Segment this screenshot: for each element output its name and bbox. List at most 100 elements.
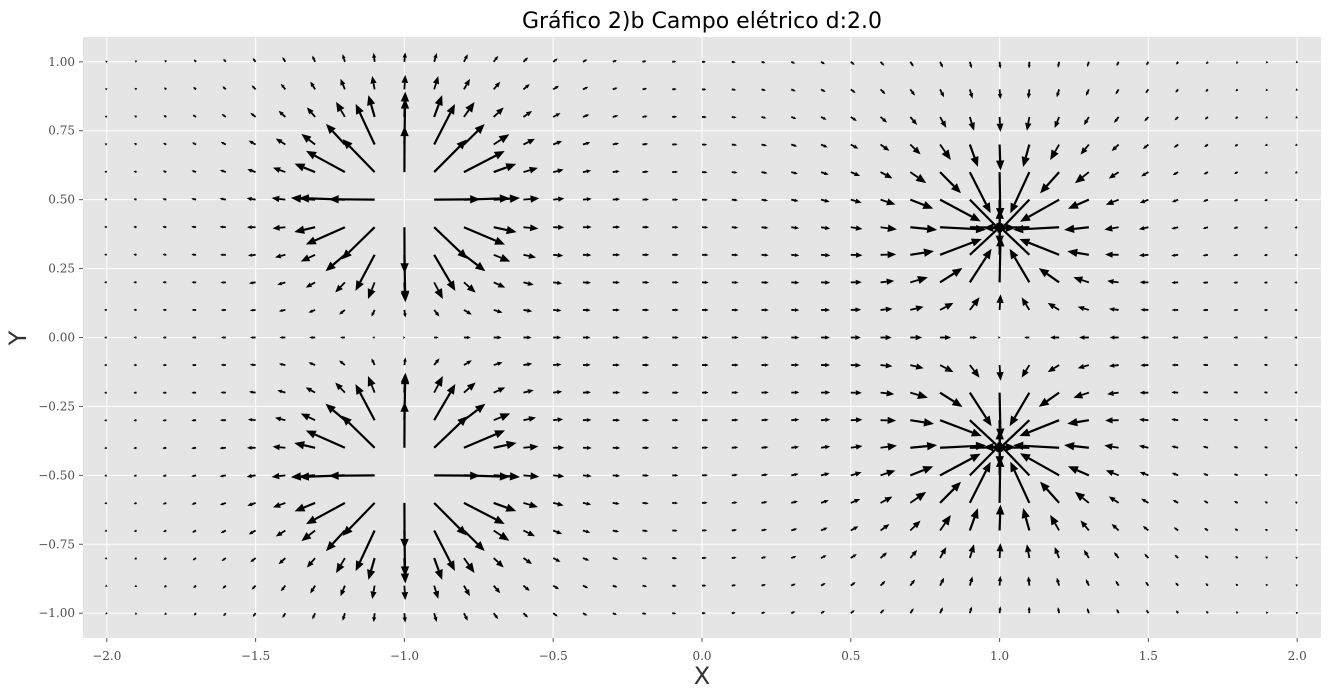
field-arrow (1067, 466, 1090, 477)
field-arrow (552, 140, 563, 146)
field-arrow (968, 461, 991, 504)
field-arrow (163, 557, 167, 560)
field-arrow (672, 308, 679, 312)
field-arrow (879, 116, 888, 123)
field-arrow (523, 253, 537, 259)
field-arrow (1263, 391, 1268, 394)
field-arrow (1009, 248, 1031, 283)
field-arrow (367, 95, 376, 118)
field-arrow (879, 609, 885, 614)
field-arrow (1294, 253, 1298, 257)
field-arrow (642, 501, 649, 505)
field-arrow (1265, 116, 1268, 119)
field-arrow (880, 143, 890, 151)
field-arrow (1203, 500, 1209, 504)
field-arrow (493, 194, 520, 203)
field-arrow (463, 403, 486, 422)
field-arrow (880, 390, 895, 397)
field-arrow (1203, 473, 1209, 477)
field-arrow (271, 472, 286, 480)
field-arrow (672, 198, 679, 202)
field-arrow (968, 392, 992, 427)
field-arrow (305, 430, 346, 449)
field-arrow (997, 575, 1003, 586)
field-arrow (250, 557, 257, 563)
field-arrow (1021, 144, 1031, 167)
field-arrow (1139, 390, 1149, 395)
y-tick-label: 0.25 (48, 262, 75, 276)
field-arrow (1144, 553, 1150, 559)
field-arrow (761, 473, 769, 477)
field-arrow (133, 308, 137, 312)
field-arrow (1202, 253, 1209, 257)
field-arrow (250, 112, 257, 118)
field-arrow (1109, 335, 1119, 340)
field-arrow (275, 138, 286, 146)
field-arrow (493, 472, 520, 481)
field-arrow (104, 529, 108, 532)
field-arrow (939, 577, 945, 587)
field-arrow (1113, 116, 1120, 123)
field-arrow (134, 115, 138, 118)
field-arrow (821, 280, 831, 285)
field-arrow (1295, 143, 1298, 146)
field-arrow (278, 110, 286, 118)
field-arrow (1056, 577, 1060, 586)
field-arrow (791, 363, 800, 367)
field-arrow (731, 446, 739, 450)
field-arrow (880, 278, 895, 285)
field-arrow (312, 55, 316, 63)
field-arrow (1115, 580, 1120, 587)
field-arrow (305, 226, 346, 245)
field-arrow (433, 502, 467, 536)
field-arrow (493, 281, 506, 288)
field-arrow (791, 528, 798, 532)
field-arrow (731, 501, 738, 504)
field-arrow (820, 610, 825, 614)
field-arrow (642, 87, 648, 91)
field-arrow (1086, 608, 1090, 614)
field-arrow (251, 584, 257, 590)
field-arrow (1264, 528, 1268, 532)
field-arrow (1074, 491, 1090, 504)
field-arrow (820, 171, 829, 176)
field-arrow (1295, 529, 1298, 532)
field-arrow (191, 446, 197, 450)
field-arrow (355, 254, 376, 291)
field-arrow (996, 116, 1004, 132)
field-arrow (522, 111, 533, 118)
x-tick-label: 1.5 (1139, 649, 1158, 663)
field-arrow (493, 134, 510, 146)
field-arrow (249, 363, 256, 367)
field-arrow (672, 391, 679, 395)
field-arrow (1023, 336, 1030, 339)
field-arrow (1050, 514, 1060, 531)
field-arrow (790, 116, 797, 120)
field-arrow (271, 195, 286, 203)
field-arrow (191, 419, 197, 422)
field-arrow (279, 336, 286, 339)
field-arrow (248, 529, 257, 535)
field-arrow (523, 472, 540, 480)
field-arrow (1074, 171, 1090, 184)
field-arrow (820, 583, 826, 587)
field-arrow (1171, 226, 1179, 230)
field-arrow (1021, 364, 1031, 378)
field-arrow (1173, 143, 1179, 148)
field-arrow (1176, 61, 1179, 65)
field-arrow (522, 57, 529, 63)
field-arrow (672, 556, 678, 560)
field-arrow (163, 87, 167, 91)
field-arrow (463, 585, 470, 597)
field-arrow (939, 607, 943, 614)
y-tick-label: 1.00 (48, 55, 75, 69)
field-arrow (1067, 417, 1090, 427)
field-arrow (193, 584, 197, 588)
field-arrow (909, 491, 927, 504)
field-arrow (277, 281, 286, 286)
field-arrow (582, 252, 592, 257)
field-arrow (1294, 336, 1298, 339)
field-arrow (191, 225, 197, 229)
field-arrow (372, 52, 377, 62)
field-arrow (582, 529, 591, 534)
